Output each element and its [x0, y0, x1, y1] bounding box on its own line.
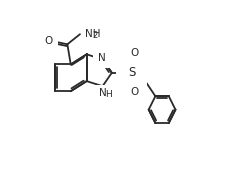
Text: O: O: [130, 49, 139, 58]
Text: NH: NH: [85, 29, 100, 39]
Text: N: N: [98, 53, 106, 63]
Text: N: N: [99, 88, 106, 98]
Text: O: O: [130, 87, 139, 97]
Text: S: S: [128, 66, 136, 79]
Text: O: O: [44, 36, 53, 46]
Text: H: H: [106, 90, 112, 99]
Text: 2: 2: [92, 31, 98, 40]
